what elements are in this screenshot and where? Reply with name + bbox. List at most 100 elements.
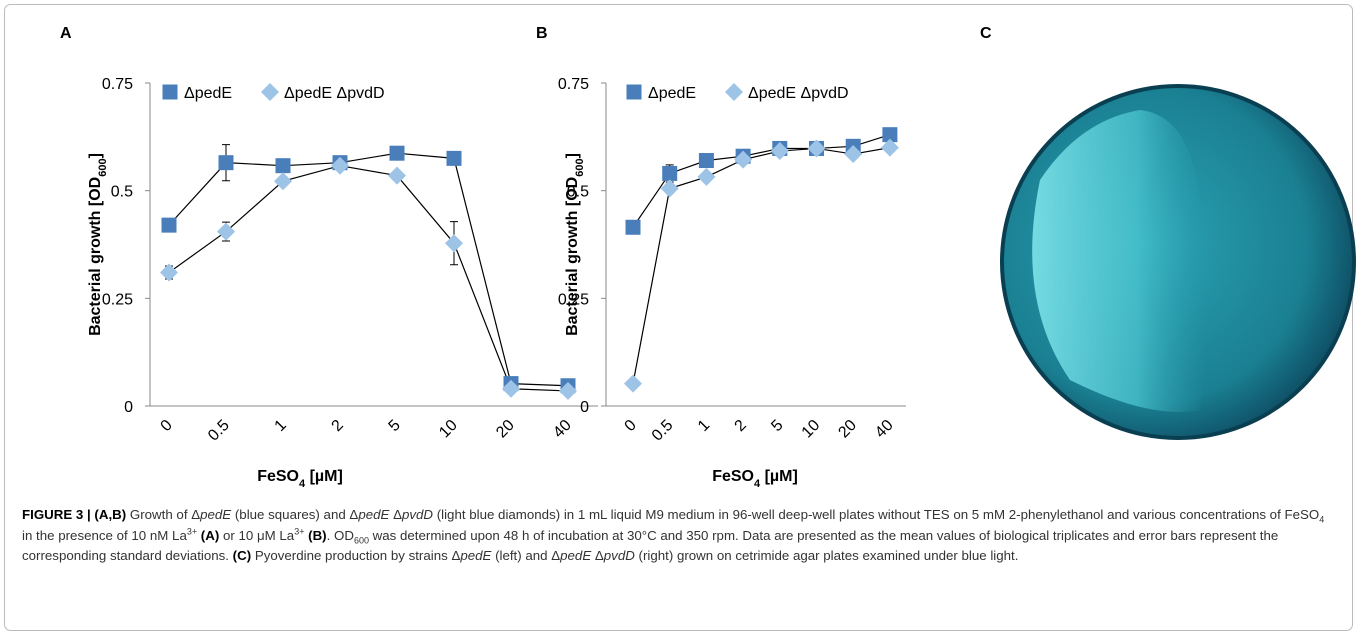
caption-text: or 10 μM La: [219, 527, 295, 543]
x-tick-label: 5: [386, 417, 404, 435]
x-axis-title: FeSO4 [µM]: [712, 468, 798, 490]
y-tick-label: 0: [580, 399, 589, 416]
marker: [625, 219, 641, 235]
marker: [331, 156, 349, 175]
x-tick-label: 20: [493, 417, 518, 442]
x-tick-label: 20: [835, 417, 860, 442]
x-tick-label: 0: [622, 417, 640, 435]
caption-text: (right) grown on cetrimide agar plates e…: [634, 548, 1019, 564]
x-axis-title: FeSO4 [µM]: [257, 468, 343, 490]
caption-text: 600: [353, 535, 369, 546]
panel-label: B: [536, 25, 548, 42]
y-tick-label: 0.25: [558, 291, 589, 308]
marker: [880, 138, 899, 157]
petri-dish-photo: [1000, 84, 1356, 440]
x-tick-label: 40: [872, 417, 897, 442]
marker: [274, 172, 292, 191]
marker: [662, 165, 678, 181]
marker: [698, 153, 714, 169]
x-axis-title-part: FeSO: [712, 468, 754, 485]
x-tick-label: 2: [329, 417, 347, 435]
marker: [734, 150, 753, 169]
caption-text: pvdD: [401, 507, 434, 522]
caption-text: (C): [232, 548, 252, 564]
marker: [389, 145, 405, 161]
legend-marker: [725, 83, 743, 101]
figure-caption: FIGURE 3 | (A,B) Growth of ΔpedE (blue s…: [22, 505, 1337, 567]
x-tick-label: 0.5: [649, 417, 677, 445]
marker: [844, 145, 863, 164]
marker: [217, 222, 235, 241]
legend-label: ΔpedE ΔpvdD: [748, 85, 849, 102]
x-tick-label: 10: [436, 417, 461, 442]
y-axis-title-part: Bacterial growth [OD: [87, 177, 104, 336]
y-axis-title: Bacterial growth [OD600]: [564, 153, 586, 336]
y-tick-label: 0: [124, 399, 133, 416]
x-axis-title-part: [µM]: [760, 468, 798, 485]
marker: [559, 381, 577, 400]
legend-marker: [162, 84, 178, 100]
x-tick-label: 1: [272, 417, 290, 435]
caption-text: 3+: [186, 526, 198, 537]
caption-text: Δ: [591, 548, 604, 564]
caption-text: Pyoverdine production by strains Δ: [251, 548, 461, 564]
marker: [807, 139, 826, 158]
caption-text: (left) and Δ: [491, 548, 561, 564]
legend-label: ΔpedE: [184, 85, 232, 102]
marker: [160, 263, 178, 282]
legend-label: ΔpedE: [648, 85, 696, 102]
caption-text: pedE: [460, 548, 492, 564]
x-tick-label: 10: [799, 417, 824, 442]
y-axis-title: Bacterial growth [OD600]: [87, 153, 109, 336]
caption-text: (light blue diamonds) in 1 mL liquid M9 …: [433, 507, 1320, 522]
marker: [882, 127, 898, 143]
marker: [445, 234, 463, 253]
x-tick-label: 40: [550, 417, 575, 442]
marker: [697, 167, 716, 186]
caption-text: pedE: [560, 548, 592, 564]
y-tick-label: 0.25: [102, 291, 133, 308]
legend-marker: [261, 83, 279, 101]
marker: [660, 179, 679, 198]
y-axis-title-part: 600: [574, 158, 586, 176]
y-tick-label: 0.5: [567, 184, 589, 201]
x-axis-title-part: FeSO: [257, 468, 299, 485]
caption-text: was determined upon 48 h of incubation a…: [22, 527, 1279, 564]
x-tick-label: 1: [695, 417, 713, 435]
marker: [446, 150, 462, 166]
caption-text: pedE: [200, 507, 232, 522]
marker: [275, 158, 291, 174]
y-axis-title-part: Bacterial growth [OD: [564, 177, 581, 336]
x-tick-label: 0.5: [205, 417, 233, 445]
marker: [624, 374, 642, 393]
caption-text: . OD: [326, 527, 354, 543]
marker: [388, 166, 406, 185]
caption-text: (A): [197, 527, 220, 543]
y-axis-title-part: ]: [564, 153, 581, 158]
caption-text: 3+: [294, 526, 305, 537]
marker: [502, 379, 520, 398]
series-line: [168, 165, 569, 392]
caption-text: Growth of Δ: [126, 507, 201, 522]
caption-text: pedE: [358, 507, 390, 522]
caption-text: Δ: [389, 507, 402, 522]
y-tick-label: 0.75: [102, 76, 133, 93]
caption-text: (blue squares) and Δ: [231, 507, 359, 522]
y-tick-label: 0.5: [111, 184, 133, 201]
x-tick-label: 5: [768, 417, 786, 435]
panel-label: A: [60, 25, 72, 42]
y-axis-title-part: ]: [87, 153, 104, 158]
marker: [218, 155, 234, 171]
marker: [161, 217, 177, 233]
marker: [770, 142, 789, 161]
caption-text: (B): [304, 527, 327, 543]
panel-label: C: [980, 25, 992, 42]
legend-marker: [626, 84, 642, 100]
y-axis-title-part: 600: [97, 158, 109, 176]
series-line: [168, 152, 569, 387]
x-tick-label: 2: [732, 417, 750, 435]
x-tick-label: 0: [158, 417, 176, 435]
caption-text: FIGURE 3 | (A,B): [22, 507, 127, 522]
